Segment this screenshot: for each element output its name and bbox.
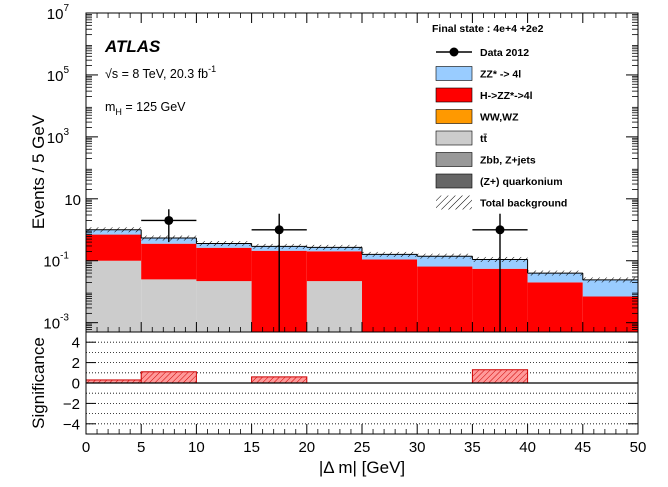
x-tick-label-4: 20 bbox=[298, 439, 315, 456]
legend-entry-0: Data 2012 bbox=[436, 47, 529, 59]
legend-label: tt̄ bbox=[480, 133, 487, 145]
legend-label: (Z+) quarkonium bbox=[480, 176, 563, 188]
legend-swatch bbox=[435, 66, 473, 81]
bar-h-zz-4l-bin-5 bbox=[362, 259, 418, 332]
bar-zz-4l-bin-8 bbox=[527, 273, 583, 283]
y-tick-base-1: 10 bbox=[43, 254, 60, 271]
legend-entry-5: Zbb, Z+jets bbox=[435, 152, 536, 167]
legend-marker-dot bbox=[449, 47, 459, 57]
main-data-points bbox=[141, 209, 528, 332]
y-tick-exp-1: -1 bbox=[60, 251, 69, 262]
data-point-1 bbox=[251, 213, 307, 332]
significance-bar-bin-1 bbox=[140, 371, 197, 384]
x-tick-label-0: 0 bbox=[82, 439, 90, 456]
x-tick-label-3: 15 bbox=[243, 439, 260, 456]
bar-h-zz-4l-bin-1 bbox=[141, 243, 197, 280]
sig-y-tick-label-1: 2 bbox=[72, 355, 80, 372]
y-tick-exp-5: 7 bbox=[63, 3, 69, 14]
legend: Data 2012 ZZ* -> 4l H->ZZ*->4l WW,WZ tt̄ Zbb,… bbox=[435, 47, 567, 210]
y-tick-label-0: 10-3 bbox=[43, 313, 69, 333]
sig-y-tick-label-0: 4 bbox=[72, 335, 80, 352]
legend-swatch bbox=[435, 152, 473, 167]
main-x-ticks bbox=[85, 13, 639, 332]
bar-h-zz-4l-bin-0 bbox=[86, 234, 142, 261]
bar-zz-4l-bin-6 bbox=[417, 256, 473, 267]
data-marker-0 bbox=[164, 215, 174, 225]
legend-entry-3: WW,WZ bbox=[435, 109, 519, 124]
legend-swatch bbox=[435, 130, 473, 146]
y-tick-base-5: 10 bbox=[47, 6, 64, 23]
atlas-label: ATLAS bbox=[104, 37, 161, 56]
data-marker-1 bbox=[274, 225, 284, 235]
bar-tt--bin-2 bbox=[196, 281, 252, 332]
y-tick-label-1: 10-1 bbox=[43, 251, 69, 271]
higgs-mass-label: mH = 125 GeV bbox=[105, 100, 186, 117]
legend-swatch bbox=[435, 173, 473, 189]
y-tick-exp-3: 3 bbox=[63, 127, 69, 138]
significance-y-axis: 4 2 0 −2 −4 bbox=[63, 335, 638, 433]
x-tick-label-1: 5 bbox=[137, 439, 145, 456]
bar-h-zz-4l-bin-9 bbox=[582, 296, 638, 332]
bar-tt--bin-1 bbox=[141, 279, 197, 332]
legend-swatch bbox=[435, 109, 473, 124]
y-tick-exp-0: -3 bbox=[60, 313, 69, 324]
data-marker-2 bbox=[495, 225, 505, 235]
legend-label: H->ZZ*->4l bbox=[480, 90, 533, 102]
bar-h-zz-4l-bin-8 bbox=[527, 282, 583, 332]
y-tick-base-3: 10 bbox=[47, 130, 64, 147]
y-tick-exp-4: 5 bbox=[63, 65, 69, 76]
significance-y-axis-label: Significance bbox=[29, 337, 48, 429]
x-tick-label-8: 40 bbox=[519, 439, 536, 456]
y-tick-base-4: 10 bbox=[47, 68, 64, 85]
bar-h-zz-4l-bin-2 bbox=[196, 247, 252, 282]
bar-tt--bin-4 bbox=[306, 281, 362, 332]
sig-y-tick-label-3: −2 bbox=[63, 396, 80, 413]
y-tick-label-4: 105 bbox=[47, 65, 70, 85]
energy-lumi-label: √s = 8 TeV, 20.3 fb-1 bbox=[105, 64, 216, 81]
legend-entry-1: ZZ* -> 4l bbox=[435, 66, 521, 81]
x-tick-label-7: 35 bbox=[464, 439, 481, 456]
legend-label: WW,WZ bbox=[480, 112, 519, 124]
y-tick-base-0: 10 bbox=[43, 316, 60, 333]
x-tick-label-5: 25 bbox=[354, 439, 371, 456]
significance-bars bbox=[85, 369, 529, 384]
sig-y-tick-label-4: −4 bbox=[63, 416, 80, 433]
legend-label: Zbb, Z+jets bbox=[480, 155, 536, 167]
x-tick-label-6: 30 bbox=[409, 439, 426, 456]
y-tick-label-5: 107 bbox=[47, 3, 70, 23]
data-point-0 bbox=[141, 209, 197, 243]
legend-entry-2: H->ZZ*->4l bbox=[435, 87, 533, 103]
legend-label: ZZ* -> 4l bbox=[480, 69, 521, 81]
x-axis-label: |Δ m| [GeV] bbox=[319, 458, 405, 477]
legend-label: Data 2012 bbox=[480, 47, 529, 59]
legend-entry-4: tt̄ bbox=[435, 130, 487, 146]
final-state-label: Final state : 4e+4 +2e2 bbox=[432, 23, 544, 35]
x-tick-label-2: 10 bbox=[188, 439, 205, 456]
legend-entry-6: (Z+) quarkonium bbox=[435, 173, 563, 189]
significance-x-axis: 0 5 10 15 20 25 30 35 40 45 50 bbox=[82, 424, 647, 456]
bar-h-zz-4l-bin-4 bbox=[306, 251, 362, 282]
legend-entry-7: Total background bbox=[436, 195, 567, 210]
significance-bar-bin-3 bbox=[251, 376, 308, 384]
bar-zz-4l-bin-9 bbox=[582, 279, 638, 297]
significance-bar-bin-7 bbox=[471, 369, 529, 384]
legend-swatch bbox=[435, 87, 473, 103]
bar-tt--bin-0 bbox=[86, 260, 142, 332]
significance-grid bbox=[86, 341, 638, 425]
x-tick-label-10: 50 bbox=[630, 439, 647, 456]
x-tick-label-9: 45 bbox=[574, 439, 591, 456]
legend-label: Total background bbox=[480, 198, 567, 210]
sig-y-tick-label-2: 0 bbox=[72, 376, 80, 393]
bar-h-zz-4l-bin-6 bbox=[417, 266, 473, 332]
data-point-2 bbox=[472, 213, 528, 332]
y-tick-label-2: 10 bbox=[64, 192, 81, 209]
y-tick-label-3: 103 bbox=[47, 127, 70, 147]
main-y-axis-label: Events / 5 GeV bbox=[29, 114, 48, 229]
legend-hatch-swatch bbox=[436, 195, 472, 210]
bar-zz-4l-bin-5 bbox=[362, 254, 418, 260]
